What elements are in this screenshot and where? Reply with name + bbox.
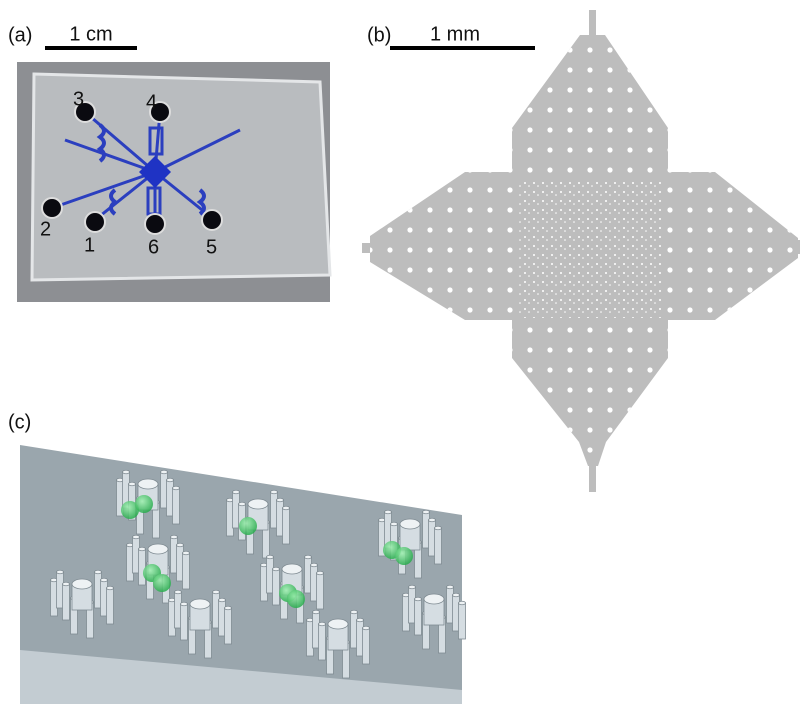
- pillar: [400, 519, 420, 529]
- pillar: [72, 579, 92, 589]
- cell: [287, 590, 305, 608]
- port-label: 4: [146, 91, 157, 113]
- render-3d: [20, 445, 466, 704]
- pillar: [459, 603, 466, 639]
- pillar: [282, 564, 302, 574]
- pillar: [423, 510, 430, 514]
- pillar: [248, 499, 268, 509]
- pillar: [138, 479, 158, 489]
- port-label: 3: [73, 88, 84, 110]
- pillar: [273, 569, 280, 605]
- pillar: [415, 597, 422, 601]
- pillar: [123, 470, 130, 474]
- pillar: [101, 578, 108, 582]
- pillar: [319, 622, 326, 626]
- pillar: [107, 588, 114, 624]
- pillar: [385, 510, 392, 514]
- pillar: [424, 594, 444, 604]
- port-label: 6: [148, 236, 159, 258]
- pillar: [391, 522, 398, 526]
- pillar: [213, 590, 220, 594]
- pillar: [219, 598, 226, 602]
- pillar: [363, 628, 370, 664]
- cell: [135, 495, 153, 513]
- panel-label: (c): [8, 411, 31, 433]
- pillar: [409, 585, 416, 589]
- chamber-diagram: [360, 10, 800, 492]
- pillar: [415, 599, 422, 635]
- pillar: [139, 547, 146, 551]
- port-label: 2: [40, 218, 51, 240]
- pillar: [181, 602, 188, 606]
- pillar: [63, 584, 70, 620]
- pillar: [225, 608, 232, 644]
- pillar: [305, 555, 312, 559]
- pillar: [95, 570, 102, 574]
- pillar: [453, 593, 460, 597]
- pillar: [277, 498, 284, 502]
- pillar: [233, 490, 240, 494]
- pillar: [459, 601, 466, 605]
- pillar: [357, 618, 364, 622]
- pillar: [319, 624, 326, 660]
- pillar: [435, 526, 442, 530]
- figure: (a) 1 cm 3 4 2 1 6 5 (b) 1 mm: [0, 0, 800, 704]
- pillar: [57, 570, 64, 574]
- panel-label: (a): [8, 24, 32, 46]
- pillar: [267, 555, 274, 559]
- pillar: [447, 585, 454, 589]
- pillar: [273, 567, 280, 571]
- pillar: [313, 610, 320, 614]
- pillar: [271, 490, 278, 494]
- port-label: 5: [206, 236, 217, 258]
- pillar: [175, 590, 182, 594]
- scale-text: 1 cm: [69, 23, 112, 45]
- panel-label: (b): [367, 24, 391, 46]
- pillar: [133, 535, 140, 539]
- pillar: [148, 544, 168, 554]
- pillar: [181, 604, 188, 640]
- scale-text: 1 mm: [430, 23, 480, 45]
- pillar: [317, 573, 324, 609]
- port-label: 1: [84, 234, 95, 256]
- pillar: [107, 586, 114, 590]
- pillar: [177, 543, 184, 547]
- pillar: [317, 571, 324, 575]
- pillar: [183, 553, 190, 589]
- pillar: [63, 582, 70, 586]
- pillar: [311, 563, 318, 567]
- pillar: [283, 506, 290, 510]
- pillar: [183, 551, 190, 555]
- cell: [153, 574, 171, 592]
- pillar: [225, 606, 232, 610]
- pillar: [139, 549, 146, 585]
- pillar: [129, 482, 136, 486]
- pillar: [351, 610, 358, 614]
- pillar: [161, 470, 168, 474]
- pillar: [190, 599, 210, 609]
- pillar: [429, 518, 436, 522]
- pillar: [167, 478, 174, 482]
- pillar: [283, 508, 290, 544]
- chip-photo: [17, 62, 330, 302]
- cell: [239, 517, 257, 535]
- pillar: [363, 626, 370, 630]
- pillar: [173, 486, 180, 490]
- pillar: [171, 535, 178, 539]
- pillar: [435, 528, 442, 564]
- pillar: [173, 488, 180, 524]
- pillar: [328, 619, 348, 629]
- cell: [395, 547, 413, 565]
- pillar: [239, 502, 246, 506]
